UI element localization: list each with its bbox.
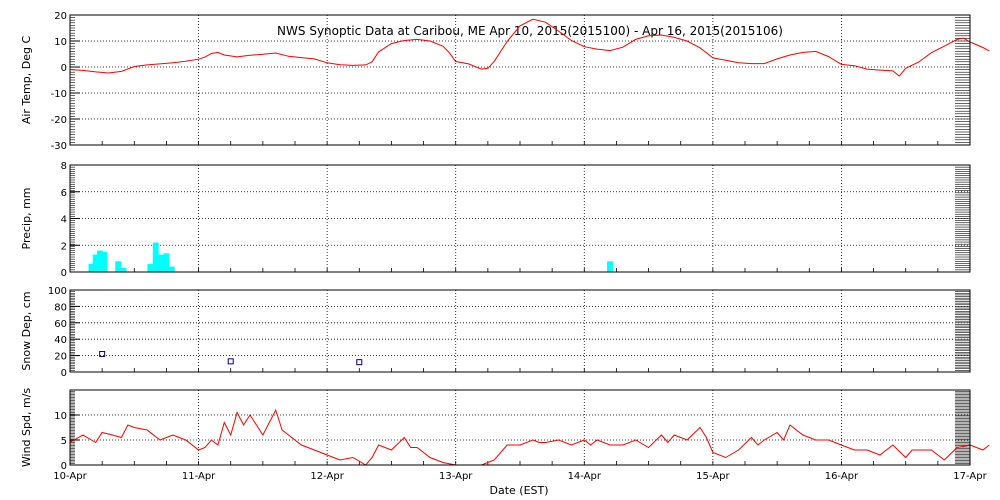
snow-depth-ytick-label: 80 — [54, 302, 67, 313]
x-tick-label: 13-Apr — [439, 471, 473, 482]
precip-bar — [115, 261, 122, 272]
panel-air-temp: -30 -20 -10 0 10 20 Air Temp, Deg C — [20, 11, 990, 152]
x-tick-label: 16-Apr — [825, 471, 859, 482]
snow-depth-point — [356, 359, 363, 366]
air-temp-ylabel: Air Temp, Deg C — [20, 36, 33, 125]
precip-bar — [147, 263, 154, 272]
x-tick-label: 12-Apr — [310, 471, 344, 482]
precip-bar — [607, 261, 613, 272]
snow-depth-frame — [69, 289, 971, 373]
precip-ytick-label: 6 — [61, 188, 67, 199]
snow-depth-ytick-label: 100 — [48, 286, 67, 297]
wind-speed-ytick-label: 5 — [61, 436, 67, 447]
x-tick-label: 14-Apr — [568, 471, 602, 482]
wind-speed-ylabel: Wind Spd, m/s — [20, 388, 33, 468]
precip-frame — [69, 164, 971, 273]
wind-speed-ytick-label: 10 — [54, 411, 67, 422]
wind-speed-ytick-label: 0 — [61, 461, 67, 472]
panel-snow-depth: 0 20 40 60 80 100 Snow Dep, cm — [20, 286, 971, 379]
air-temp-ytick-label: 20 — [54, 11, 67, 22]
snow-depth-ytick-label: 40 — [54, 335, 67, 346]
panels: -30 -20 -10 0 10 20 Air Temp, Deg C 0 2 4 6 8 Precip… — [20, 11, 990, 482]
air-temp-ytick-label: -20 — [51, 115, 67, 126]
x-axis-label: Date (EST) — [489, 484, 548, 497]
precip-bar — [97, 250, 103, 272]
precip-bar — [163, 253, 170, 272]
precip-ytick-label: 2 — [61, 241, 67, 252]
snow-depth-ytick-label: 20 — [54, 352, 67, 363]
air-temp-frame — [69, 14, 971, 146]
precip-bar — [158, 254, 164, 272]
snow-depth-point — [227, 358, 234, 365]
x-tick-label: 10-Apr — [53, 471, 87, 482]
snow-depth-ytick-label: 0 — [61, 368, 67, 379]
precip-bar — [120, 267, 127, 272]
precip-bar — [101, 251, 108, 272]
x-tick-label: 15-Apr — [696, 471, 730, 482]
snow-depth-ylabel: Snow Dep, cm — [20, 291, 33, 370]
panel-precip: 0 2 4 6 8 Precip, mm — [20, 161, 971, 279]
precip-bar — [152, 242, 159, 272]
precip-ytick-label: 8 — [61, 161, 67, 172]
air-temp-ytick-label: -10 — [51, 89, 67, 100]
x-tick-label: 17-Apr — [953, 471, 987, 482]
air-temp-series-line — [69, 18, 990, 77]
x-tick-label: 11-Apr — [182, 471, 216, 482]
precip-bar — [92, 254, 99, 272]
panel-wind-speed: 0 5 10 Wind Spd, m/s 10-Apr 11-Apr 12-Apr 13-Ap… — [20, 388, 990, 482]
snow-depth-ytick-label: 60 — [54, 319, 67, 330]
precip-bar — [168, 266, 175, 272]
wind-speed-series-line — [69, 408, 990, 466]
wind-speed-frame — [69, 389, 971, 466]
air-temp-ytick-label: -30 — [51, 141, 67, 152]
snow-depth-point — [99, 350, 106, 357]
precip-bar — [88, 263, 95, 272]
air-temp-ytick-label: 0 — [61, 63, 67, 74]
precip-ylabel: Precip, mm — [20, 188, 33, 250]
air-temp-ytick-label: 10 — [54, 37, 67, 48]
precip-ytick-label: 4 — [61, 215, 67, 226]
chart-title: NWS Synoptic Data at Caribou, ME Apr 10,… — [277, 24, 783, 38]
precip-ytick-label: 0 — [61, 268, 67, 279]
